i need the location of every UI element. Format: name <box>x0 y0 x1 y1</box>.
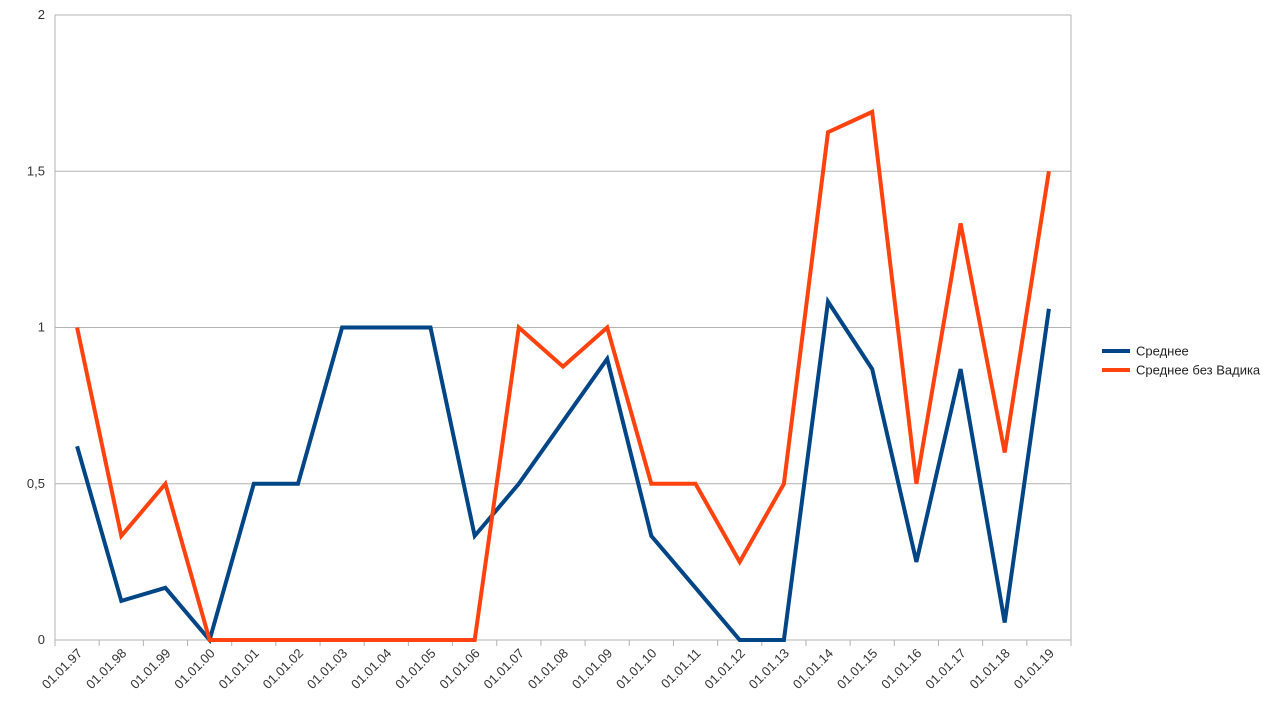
x-tick-label: 01.01.18 <box>966 646 1012 692</box>
grid-lines <box>55 14 1071 641</box>
x-tick-label: 01.01.13 <box>746 646 792 692</box>
legend-label: Среднее без Вадика <box>1136 363 1261 378</box>
x-tick-label: 01.01.11 <box>658 646 704 692</box>
series-line-2 <box>75 108 1051 642</box>
x-tick-label: 01.01.16 <box>878 646 924 692</box>
x-tick-label: 01.01.15 <box>834 646 880 692</box>
axes: 00,511,5201.01.9701.01.9801.01.9901.01.0… <box>27 7 1072 692</box>
x-tick-label: 01.01.02 <box>260 646 306 692</box>
x-tick-label: 01.01.00 <box>171 646 217 692</box>
x-tick-label: 01.01.19 <box>1011 646 1057 692</box>
x-tick-label: 01.01.99 <box>127 646 173 692</box>
y-tick-label: 2 <box>38 7 45 22</box>
y-tick-label: 0,5 <box>27 476 45 491</box>
x-tick-label: 01.01.06 <box>436 646 482 692</box>
x-tick-label: 01.01.14 <box>790 646 836 692</box>
x-tick-label: 01.01.12 <box>701 646 747 692</box>
x-tick-label: 01.01.05 <box>392 646 438 692</box>
legend-label: Среднее <box>1136 344 1189 359</box>
legend: Среднее Среднее без Вадика <box>1102 344 1261 378</box>
x-tick-label: 01.01.08 <box>525 646 571 692</box>
series-line-1 <box>75 295 1051 645</box>
y-tick-label: 1 <box>38 320 45 335</box>
x-tick-label: 01.01.97 <box>39 646 85 692</box>
x-tick-label: 01.01.10 <box>613 646 659 692</box>
x-tick-label: 01.01.17 <box>922 646 968 692</box>
x-tick-label: 01.01.98 <box>83 646 129 692</box>
series-lines <box>75 108 1051 645</box>
y-tick-label: 0 <box>38 632 45 647</box>
x-tick-label: 01.01.09 <box>569 646 615 692</box>
x-tick-label: 01.01.04 <box>348 646 394 692</box>
x-tick-label: 01.01.03 <box>304 646 350 692</box>
x-tick-label: 01.01.07 <box>481 646 527 692</box>
y-tick-label: 1,5 <box>27 163 45 178</box>
x-tick-label: 01.01.01 <box>216 646 262 692</box>
